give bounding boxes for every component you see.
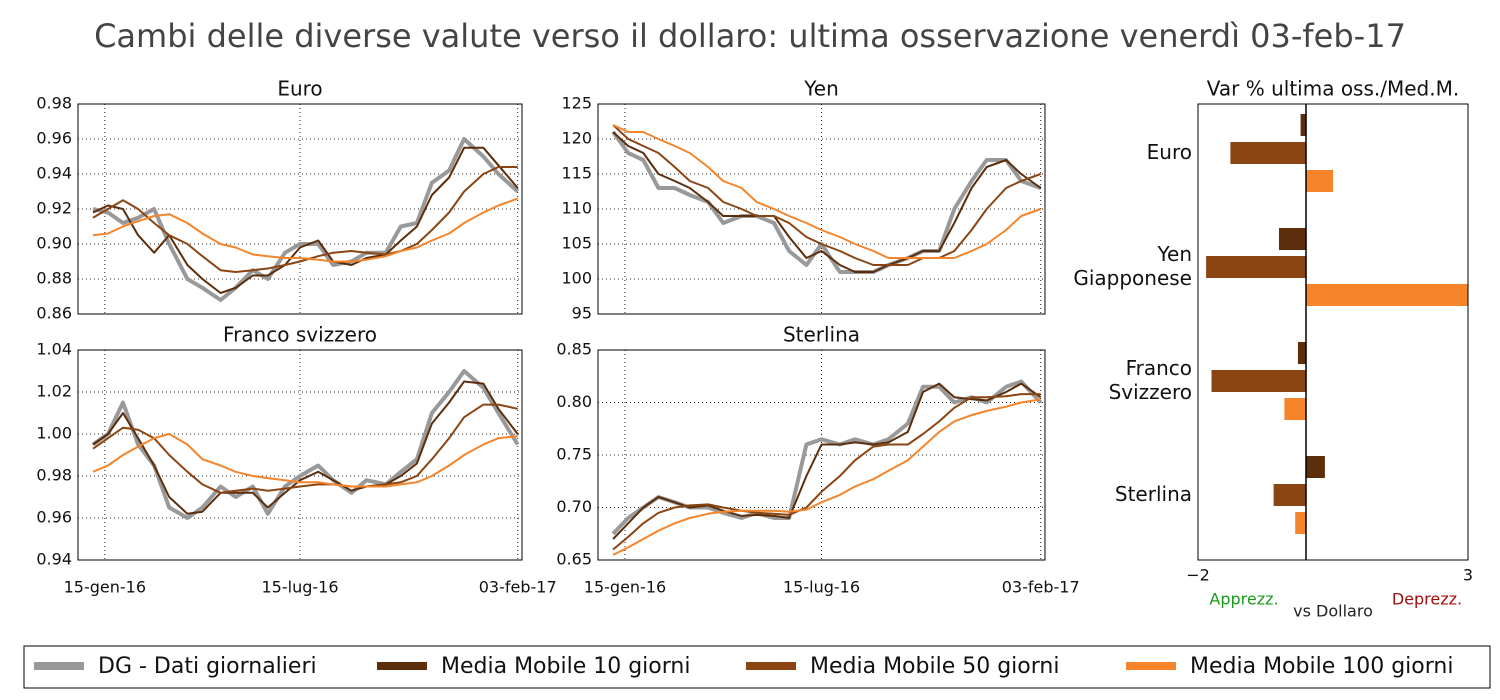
series-line xyxy=(611,130,1042,274)
series-line xyxy=(611,379,1043,536)
plot-frame xyxy=(597,349,1046,561)
bar xyxy=(1211,370,1306,392)
panel-title: Var % ultima oss./Med.M. xyxy=(1207,77,1459,101)
y-tick-label: 0.86 xyxy=(36,304,72,323)
category-label: Yen Giapponese xyxy=(1073,242,1192,290)
bar xyxy=(1295,512,1306,534)
y-tick-label: 0.96 xyxy=(36,508,72,527)
category-label: Sterlina xyxy=(1115,482,1192,506)
y-tick-label: 1.02 xyxy=(36,382,72,401)
series-line xyxy=(92,137,520,302)
y-tick-label: 0.80 xyxy=(556,392,592,411)
plot-frame xyxy=(77,103,523,315)
series-line xyxy=(612,124,1042,266)
legend-label: Media Mobile 100 giorni xyxy=(1190,654,1453,679)
panel-title: Sterlina xyxy=(783,323,860,347)
x-tick-label: −2 xyxy=(1186,566,1210,585)
y-tick-label: 0.88 xyxy=(36,269,72,288)
x-tick-label: 15-gen-16 xyxy=(584,578,666,597)
y-tick-label: 0.98 xyxy=(36,94,72,113)
y-tick-label: 0.96 xyxy=(36,129,72,148)
legend-label: DG - Dati giornalieri xyxy=(98,654,317,679)
bar xyxy=(1306,456,1325,478)
series-line xyxy=(92,197,519,263)
y-tick-label: 125 xyxy=(561,94,592,113)
annotation: Deprezz. xyxy=(1392,590,1462,609)
panel-title: Yen xyxy=(803,77,839,101)
legend-box xyxy=(23,645,1491,689)
y-tick-label: 0.70 xyxy=(556,497,592,516)
series-line xyxy=(92,403,518,494)
y-tick-label: 0.94 xyxy=(36,550,72,569)
plot-frame xyxy=(597,103,1046,315)
x-tick-label: 15-lug-16 xyxy=(783,578,860,597)
bar xyxy=(1300,114,1306,136)
bar xyxy=(1297,342,1306,364)
legend-label: Media Mobile 10 giorni xyxy=(441,654,690,679)
plot-frame xyxy=(1197,103,1469,561)
bar xyxy=(1230,142,1306,164)
category-label: Franco Svizzero xyxy=(1109,356,1192,404)
y-tick-label: 0.85 xyxy=(556,340,592,359)
series-line xyxy=(612,382,1042,540)
series-line xyxy=(612,393,1041,551)
y-tick-label: 1.00 xyxy=(36,424,72,443)
series-line xyxy=(92,166,518,273)
x-tick-label: 03-feb-17 xyxy=(479,578,557,597)
series-line xyxy=(92,380,519,515)
y-tick-label: 0.92 xyxy=(36,199,72,218)
panel-title: Euro xyxy=(277,77,322,101)
series-line xyxy=(612,398,1041,556)
x-tick-label: 15-lug-16 xyxy=(261,578,338,597)
y-tick-label: 105 xyxy=(561,234,592,253)
y-tick-label: 110 xyxy=(561,199,592,218)
x-tick-label: 15-gen-16 xyxy=(64,578,146,597)
annotation: vs Dollaro xyxy=(1293,602,1373,621)
y-tick-label: 0.98 xyxy=(36,466,72,485)
bar xyxy=(1279,228,1306,250)
y-tick-label: 100 xyxy=(561,269,592,288)
bar xyxy=(1206,256,1306,278)
series-line xyxy=(612,131,1042,273)
series-line xyxy=(92,146,519,294)
x-tick-label: 03-feb-17 xyxy=(1002,578,1080,597)
category-label: Euro xyxy=(1147,140,1192,164)
y-tick-label: 95 xyxy=(572,304,592,323)
bar xyxy=(1306,170,1333,192)
bar xyxy=(1284,398,1306,420)
y-tick-label: 120 xyxy=(561,129,592,148)
panel-title: Franco svizzero xyxy=(223,323,377,347)
annotation: Apprezz. xyxy=(1209,590,1278,609)
bar xyxy=(1273,484,1306,506)
page-title: Cambi delle diverse valute verso il doll… xyxy=(94,17,1406,55)
y-tick-label: 115 xyxy=(561,164,592,183)
y-tick-label: 1.04 xyxy=(36,340,72,359)
y-tick-label: 0.94 xyxy=(36,164,72,183)
series-line xyxy=(92,433,518,488)
x-tick-label: 3 xyxy=(1463,566,1473,585)
series-line xyxy=(91,369,520,520)
legend-label: Media Mobile 50 giorni xyxy=(810,654,1059,679)
series-line xyxy=(612,124,1042,259)
bar xyxy=(1306,284,1468,306)
y-tick-label: 0.75 xyxy=(556,445,592,464)
y-tick-label: 0.90 xyxy=(36,234,72,253)
plot-frame xyxy=(77,349,523,561)
y-tick-label: 0.65 xyxy=(556,550,592,569)
